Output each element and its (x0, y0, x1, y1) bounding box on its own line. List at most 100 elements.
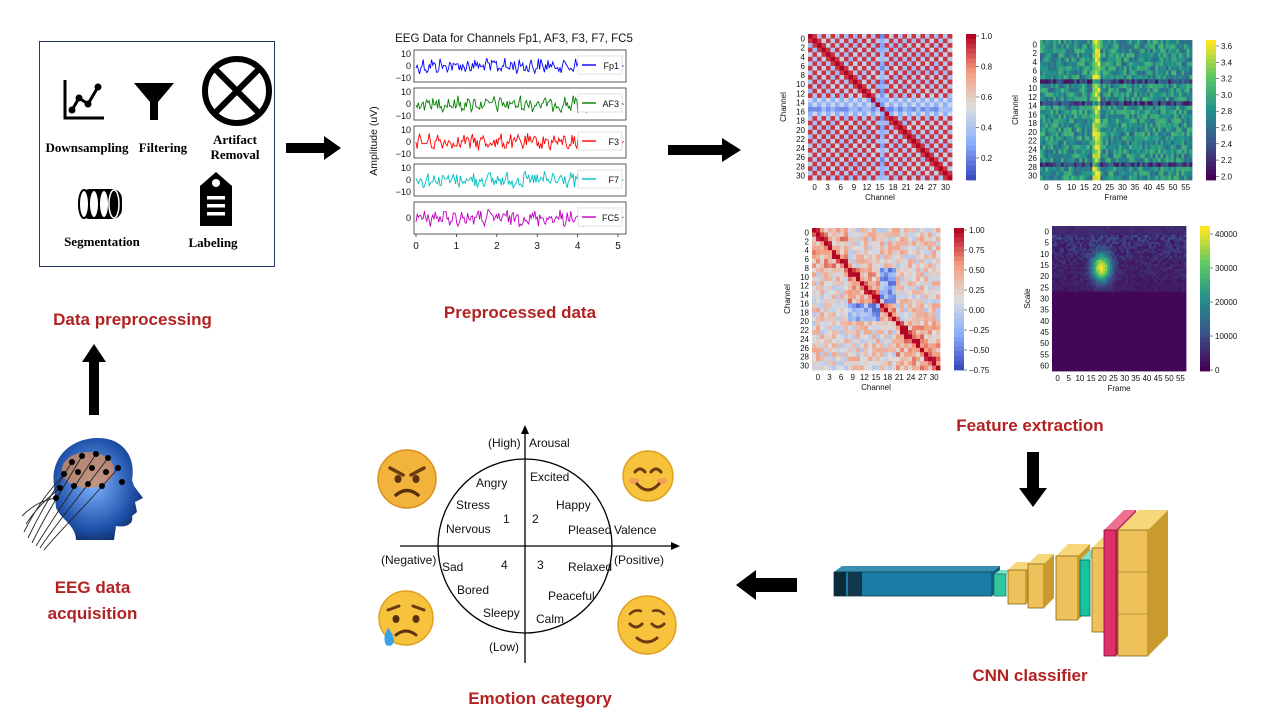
heatmap-cell (1173, 75, 1177, 80)
heatmap-cell (1042, 140, 1046, 146)
heatmap-cell (1176, 92, 1180, 98)
heatmap-cell (808, 148, 813, 154)
heatmap-cell (1168, 153, 1172, 159)
heatmap-cell (1108, 175, 1112, 181)
heatmap-cell (902, 111, 908, 117)
heatmap-cell (826, 43, 831, 49)
heatmap-cell (1042, 131, 1046, 137)
heatmap-xtick: 0 (816, 373, 821, 382)
heatmap-cell (868, 236, 873, 242)
heatmap-cell (924, 338, 929, 344)
heatmap-cell (840, 352, 845, 358)
heatmap-ytick: 2 (805, 237, 810, 246)
heatmap-cell (880, 129, 885, 135)
heatmap-cell (1139, 239, 1143, 243)
heatmap-cell (1181, 226, 1185, 229)
heatmap-cell (1136, 101, 1140, 107)
heatmap-cell (1147, 118, 1151, 124)
heatmap-cell (907, 70, 912, 76)
heatmap-cell (1153, 235, 1157, 238)
heatmap-cell (943, 52, 948, 58)
heatmap-cell (1126, 57, 1130, 63)
heatmap-cell (1063, 153, 1067, 159)
heatmap-cell (848, 334, 853, 340)
heatmap-cell (902, 161, 908, 167)
heatmap-cell (1178, 145, 1182, 150)
heatmap-cell (892, 259, 897, 264)
heatmap-cell (1176, 79, 1180, 85)
heatmap-cell (1125, 250, 1129, 254)
heatmap-cell (808, 65, 813, 71)
heatmap-cell (1181, 88, 1185, 93)
heatmap-cell (1172, 253, 1175, 256)
heatmap-cell (1155, 66, 1159, 72)
heatmap-cell (1121, 136, 1125, 142)
heatmap-cell (1079, 66, 1083, 72)
colorbar-segment (954, 289, 964, 295)
colorbar-segment (1206, 166, 1216, 172)
heatmap-cell (1121, 232, 1125, 236)
heatmap-cell (1058, 44, 1062, 50)
heatmap-cell (911, 120, 917, 126)
heatmap-cell (1131, 153, 1135, 159)
heatmap-cell (1165, 118, 1169, 124)
heatmap-cell (871, 43, 876, 49)
heatmap-cell (1055, 101, 1059, 107)
heatmap-cell (880, 272, 885, 278)
heatmap-cell (1105, 53, 1109, 58)
heatmap-cell (916, 134, 921, 140)
heatmap-cell (1181, 96, 1185, 102)
heatmap-cell (925, 166, 930, 172)
heatmap-cell (932, 361, 937, 366)
heatmap-cell (1171, 83, 1175, 89)
heatmap-cell (1132, 248, 1136, 252)
heatmap-cell (916, 343, 921, 349)
heatmap-cell (889, 152, 894, 158)
heatmap-cell (848, 356, 853, 362)
heatmap-cell (1126, 105, 1130, 111)
eeg-ytick: −10 (396, 187, 411, 197)
heatmap-cell (824, 365, 829, 371)
heatmap-cell (1058, 253, 1062, 256)
heatmap-cell (907, 157, 912, 163)
heatmap-cell (1139, 88, 1143, 93)
heatmap-cell (934, 152, 939, 158)
heatmap-cell (1142, 162, 1146, 168)
heatmap-cell (911, 102, 917, 108)
heatmap-cell (812, 75, 818, 81)
heatmap-cell (821, 170, 827, 176)
heatmap-cell (1040, 175, 1044, 181)
heatmap-cell (1058, 57, 1062, 63)
heatmap-cell (1113, 96, 1117, 102)
heatmap-cell (852, 285, 857, 291)
heatmap-cell (866, 79, 872, 85)
heatmap-cell (1152, 175, 1156, 181)
heatmap-cell (1113, 158, 1117, 163)
heatmap-cell (832, 267, 837, 273)
heatmap-cell (1163, 127, 1167, 133)
heatmap-cell (1068, 92, 1072, 98)
heatmap-cell (1171, 101, 1175, 107)
heatmap-cell (1095, 228, 1099, 231)
heatmap-cell (888, 325, 893, 331)
heatmap-cell (820, 267, 825, 273)
heatmap-cell (1162, 226, 1166, 229)
heatmap-cell (1072, 239, 1076, 243)
heatmap-cell (1157, 61, 1161, 67)
heatmap-cell (947, 107, 953, 112)
heatmap-cell (824, 325, 829, 331)
heatmap-cell (832, 334, 837, 340)
heatmap-cell (902, 38, 908, 44)
heatmap-cell (1126, 136, 1130, 142)
heatmap-cell (835, 65, 840, 71)
heatmap-ytick: 6 (801, 62, 806, 71)
heatmap-cell (1040, 44, 1044, 50)
heatmap-cell (1139, 162, 1143, 168)
heatmap-cell (1095, 226, 1099, 229)
heatmap-cell (900, 259, 905, 264)
heatmap-cell (900, 250, 905, 256)
heatmap-cell (844, 267, 849, 273)
heatmap-cell (848, 34, 854, 39)
heatmap-cell (1178, 114, 1182, 120)
heatmap-cell (1155, 237, 1159, 240)
